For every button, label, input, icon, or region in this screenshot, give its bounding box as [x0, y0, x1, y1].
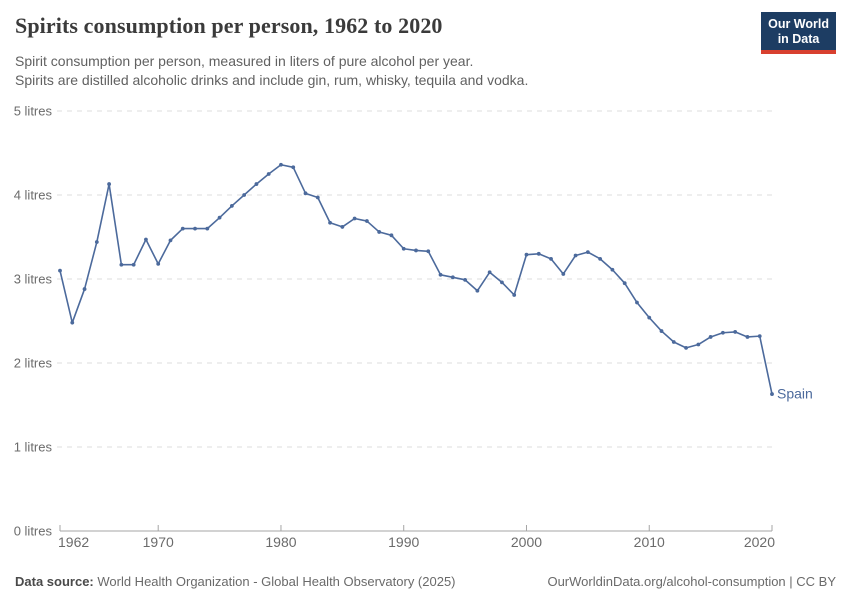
data-point[interactable]	[426, 249, 431, 254]
series-label: Spain	[777, 386, 813, 402]
data-point[interactable]	[659, 329, 664, 333]
owid-logo: Our World in Data	[761, 12, 836, 54]
data-source: Data source: World Health Organization -…	[15, 574, 456, 589]
data-point[interactable]	[622, 281, 627, 286]
data-point[interactable]	[757, 334, 762, 339]
data-point[interactable]	[168, 238, 173, 243]
data-point[interactable]	[217, 215, 222, 220]
x-axis-tick-label: 2010	[634, 534, 665, 550]
rights-link[interactable]: OurWorldinData.org/alcohol-consumption |…	[547, 574, 836, 589]
subtitle-line-1: Spirit consumption per person, measured …	[15, 53, 474, 69]
data-point[interactable]	[364, 219, 369, 223]
y-axis-tick-label: 3 litres	[14, 272, 53, 287]
data-point[interactable]	[266, 172, 271, 176]
chart-footer: Data source: World Health Organization -…	[15, 574, 836, 589]
data-point[interactable]	[635, 300, 639, 305]
data-point[interactable]	[696, 342, 701, 347]
data-point[interactable]	[524, 252, 529, 257]
data-point[interactable]	[475, 288, 480, 293]
data-point[interactable]	[82, 287, 87, 291]
data-point[interactable]	[58, 268, 62, 273]
data-point[interactable]	[107, 182, 112, 186]
data-point[interactable]	[549, 256, 553, 261]
data-point[interactable]	[70, 320, 75, 325]
data-point[interactable]	[389, 233, 394, 238]
data-point[interactable]	[119, 262, 124, 267]
data-point[interactable]	[745, 335, 750, 339]
data-point[interactable]	[180, 226, 185, 231]
data-point[interactable]	[671, 340, 676, 344]
data-point[interactable]	[438, 272, 443, 277]
x-axis-tick-label: 2000	[511, 534, 542, 550]
data-point[interactable]	[315, 195, 320, 200]
data-line	[59, 163, 773, 395]
y-axis-tick-label: 4 litres	[14, 188, 53, 203]
data-point[interactable]	[242, 193, 247, 197]
data-point[interactable]	[450, 275, 455, 280]
data-point[interactable]	[585, 250, 590, 255]
data-point[interactable]	[291, 165, 296, 170]
data-source-label: Data source:	[15, 574, 94, 589]
x-axis-tick-label: 1962	[58, 534, 89, 550]
data-point[interactable]	[463, 277, 468, 282]
data-point[interactable]	[561, 272, 566, 276]
data-point[interactable]	[303, 191, 308, 196]
data-point[interactable]	[279, 162, 283, 167]
data-point[interactable]	[708, 335, 713, 339]
y-axis-tick-label: 0 litres	[14, 524, 53, 539]
data-point[interactable]	[598, 256, 603, 261]
y-axis-tick-label: 5 litres	[14, 104, 53, 119]
data-point[interactable]	[328, 220, 332, 225]
data-point[interactable]	[131, 262, 136, 267]
subtitle-line-2: Spirits are distilled alcoholic drinks a…	[15, 71, 529, 88]
data-point[interactable]	[144, 237, 148, 242]
y-axis-tick-label: 1 litres	[14, 440, 53, 455]
data-point[interactable]	[487, 270, 492, 275]
data-point[interactable]	[94, 240, 99, 244]
data-point[interactable]	[684, 345, 688, 350]
data-point[interactable]	[401, 246, 406, 251]
data-point[interactable]	[512, 293, 517, 297]
data-point[interactable]	[254, 182, 259, 186]
data-point[interactable]	[720, 330, 725, 335]
chart-subtitle: Spirit consumption per person, measured …	[15, 52, 528, 89]
data-point[interactable]	[340, 225, 345, 229]
y-axis-tick-label: 2 litres	[14, 356, 53, 371]
x-axis-tick-label: 1970	[143, 534, 174, 550]
logo-line-1: Our World	[768, 17, 829, 31]
data-point[interactable]	[377, 230, 382, 234]
data-point[interactable]	[156, 261, 161, 266]
data-point[interactable]	[647, 315, 652, 320]
data-point[interactable]	[205, 226, 210, 231]
x-axis-tick-label: 1980	[265, 534, 296, 550]
logo-line-2: in Data	[777, 32, 820, 46]
data-point[interactable]	[573, 253, 578, 258]
page-title: Spirits consumption per person, 1962 to …	[15, 13, 443, 38]
data-source-text: World Health Organization - Global Healt…	[93, 574, 456, 589]
data-point[interactable]	[414, 248, 418, 253]
data-point[interactable]	[229, 204, 234, 208]
data-point[interactable]	[352, 216, 357, 221]
data-point[interactable]	[610, 267, 615, 272]
x-axis-tick-label: 1990	[388, 534, 419, 550]
data-point[interactable]	[193, 226, 197, 231]
data-point[interactable]	[770, 392, 774, 396]
x-axis-tick-label: 2020	[744, 534, 775, 550]
data-point[interactable]	[536, 251, 541, 256]
data-point[interactable]	[500, 280, 504, 285]
data-point[interactable]	[733, 330, 738, 334]
